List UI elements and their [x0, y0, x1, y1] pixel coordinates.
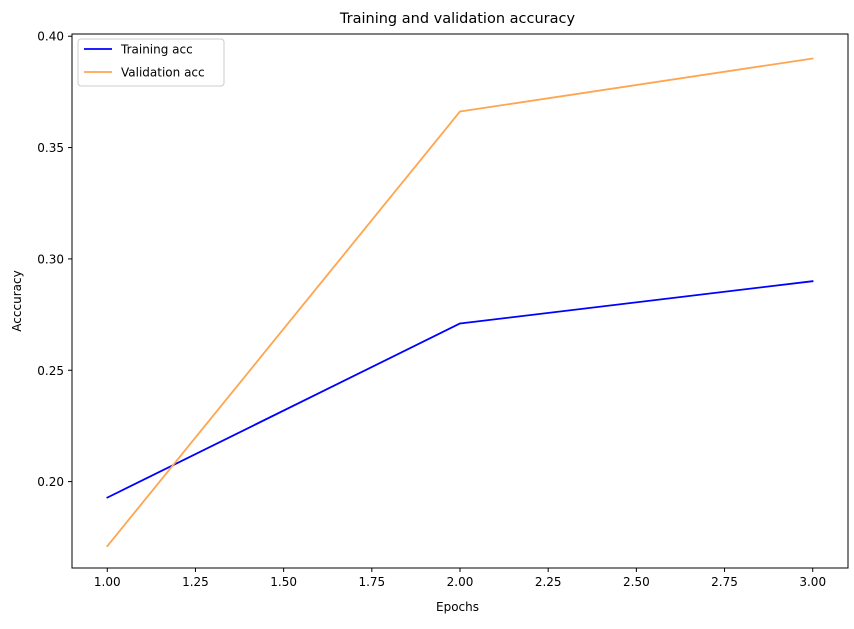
x-tick-label: 2.25 — [535, 575, 562, 589]
data-point-validation-acc-1 — [106, 545, 109, 548]
x-tick-label: 1.75 — [358, 575, 385, 589]
x-tick-label: 1.50 — [270, 575, 297, 589]
data-point-training-acc-3 — [811, 280, 814, 283]
series-layer — [106, 57, 814, 548]
x-tick-label: 2.75 — [711, 575, 738, 589]
legend-frame — [77, 38, 225, 87]
y-axis: 0.20 0.25 0.30 0.35 0.40 — [37, 30, 72, 489]
data-point-validation-acc-3 — [811, 57, 814, 60]
chart-title: Training and validation accuracy — [339, 11, 576, 27]
y-tick-label: 0.40 — [37, 30, 64, 44]
x-tick-label: 3.00 — [799, 575, 826, 589]
data-point-training-acc-1 — [106, 496, 109, 499]
data-point-validation-acc-2 — [459, 110, 461, 113]
y-tick-label: 0.35 — [37, 141, 64, 155]
y-tick-label: 0.25 — [37, 364, 64, 378]
data-point-training-acc-2 — [459, 322, 461, 325]
y-tick-label: 0.30 — [37, 252, 64, 266]
legend-label-training-acc: Training acc — [120, 43, 193, 57]
x-axis-label: Epochs — [436, 600, 479, 614]
legend-label-validation-acc: Validation acc — [121, 66, 205, 80]
x-tick-label: 1.00 — [94, 575, 121, 589]
x-tick-label: 2.50 — [623, 575, 650, 589]
x-tick-label: 2.00 — [447, 575, 474, 589]
legend: Training acc Validation acc — [77, 38, 225, 87]
y-axis-label: Acccuracy — [10, 270, 24, 331]
y-tick-label: 0.20 — [37, 475, 64, 489]
x-axis: 1.00 1.25 1.50 1.75 2.00 2.25 2.50 2.75 3.00 — [94, 568, 826, 589]
x-tick-label: 1.25 — [182, 575, 209, 589]
